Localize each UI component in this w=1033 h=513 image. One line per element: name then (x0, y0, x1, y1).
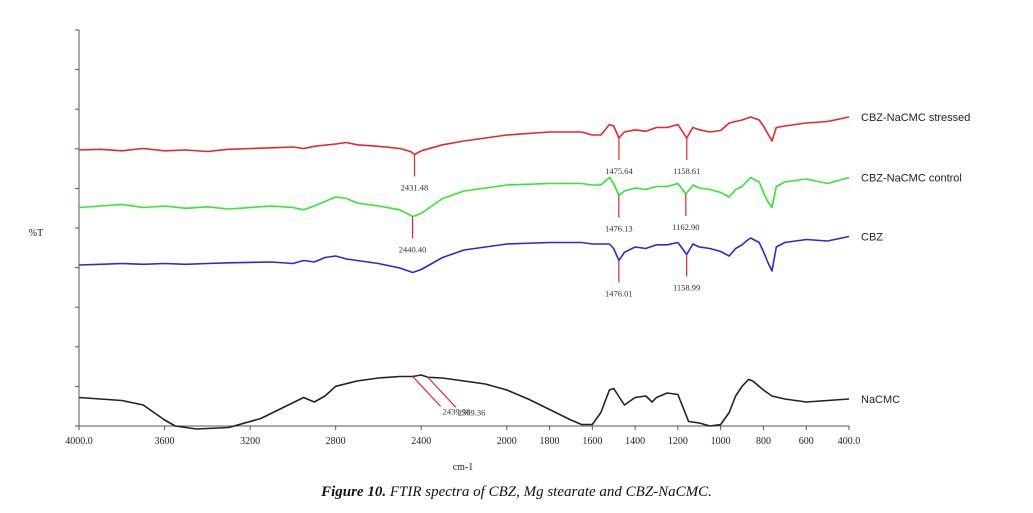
x-tick-label: 400.0 (838, 436, 861, 447)
peak-label: 1162.90 (672, 222, 699, 232)
series-line (78, 116, 850, 156)
peak-label: 2369.36 (458, 407, 486, 417)
x-tick-label: 3600 (155, 436, 175, 447)
x-axis-title: cm-1 (453, 462, 474, 473)
peak-label: 1476.13 (605, 224, 633, 234)
x-tick-label: 2800 (326, 436, 346, 447)
x-tick-label: 3200 (240, 436, 260, 447)
peak-label: 2431.48 (401, 183, 429, 193)
peak-label: 1158.99 (673, 283, 700, 293)
peak-marker (427, 376, 457, 408)
x-tick-label: 4000.0 (65, 436, 93, 447)
series-line (78, 235, 850, 274)
series-layer (78, 116, 850, 430)
x-tick-label: 800 (756, 436, 771, 447)
series-line (78, 176, 850, 218)
legend-layer: CBZ-NaCMC stressed CBZ-NaCMC control CBZ Na… (861, 112, 970, 406)
legend-label: NaCMC (861, 394, 900, 406)
x-tick-label: 1200 (668, 436, 688, 447)
x-tick-label: 1400 (625, 436, 645, 447)
peak-label: 2439.98 (443, 407, 471, 417)
series-line (78, 374, 850, 430)
legend-label: CBZ-NaCMC stressed (861, 112, 970, 124)
caption-label: Figure 10. (321, 484, 387, 500)
x-tick-label: 600 (799, 436, 814, 447)
peak-label: 2440.40 (399, 245, 427, 255)
peak-label: 1476.01 (605, 289, 633, 299)
peak-layer: 2431.48 1475.64 1158.61 2440.40 1476.13 1162.… (399, 138, 700, 417)
caption-text: FTIR spectra of CBZ, Mg stearate and CBZ… (386, 484, 712, 500)
figure-caption: Figure 10. FTIR spectra of CBZ, Mg stear… (0, 484, 1033, 501)
axes: 4000.0 3600 3200 2800 2400 2000 1800 1600 1400 12… (65, 29, 861, 447)
peak-label: 1475.64 (605, 166, 633, 176)
x-tick-label: 2000 (497, 436, 517, 447)
peak-label: 1158.61 (673, 166, 700, 176)
legend-label: CBZ-NaCMC control (861, 173, 962, 185)
y-axis-title: %T (29, 228, 43, 239)
legend-label: CBZ (861, 232, 883, 244)
x-tick-label: 2400 (411, 436, 431, 447)
x-tick-label: 1800 (540, 436, 560, 447)
x-tick-label: 1000 (711, 436, 731, 447)
peak-marker (412, 376, 442, 407)
x-tick-label: 1600 (582, 436, 602, 447)
